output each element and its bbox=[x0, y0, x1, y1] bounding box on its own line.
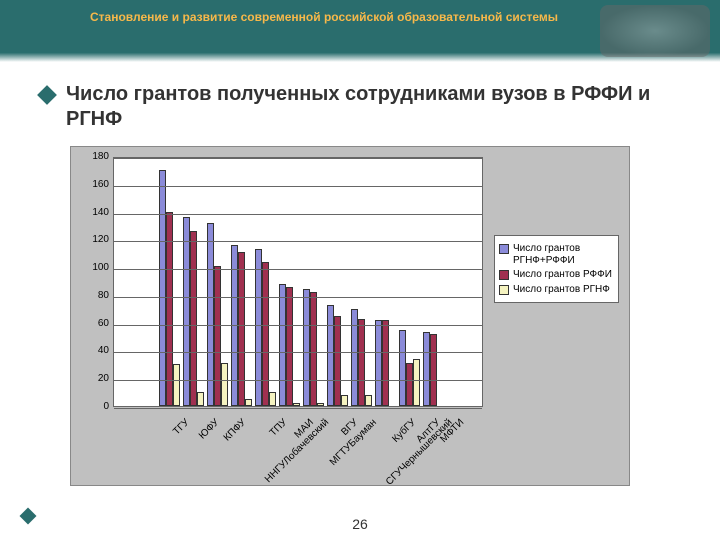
x-category-label: ТГУ bbox=[171, 417, 191, 437]
title-row: Число грантов полученных сотрудниками ву… bbox=[40, 82, 680, 132]
bar bbox=[286, 287, 293, 406]
bar bbox=[238, 252, 245, 406]
legend-label: Число грантов РГНФ bbox=[513, 284, 610, 296]
x-category-label: КубГУ bbox=[390, 417, 418, 445]
gridline bbox=[114, 186, 482, 187]
footer-accent-icon bbox=[20, 508, 37, 525]
gridline bbox=[114, 408, 482, 409]
gridline bbox=[114, 297, 482, 298]
legend-swatch bbox=[499, 285, 509, 295]
bar bbox=[413, 359, 420, 406]
bar-group bbox=[183, 217, 204, 406]
bar bbox=[262, 262, 269, 406]
bar-group bbox=[327, 305, 348, 406]
bar-group bbox=[423, 332, 444, 406]
bar bbox=[173, 364, 180, 406]
bar-group bbox=[303, 289, 324, 406]
bar bbox=[255, 249, 262, 406]
bar bbox=[197, 392, 204, 406]
legend-label: Число грантов РГНФ+РФФИ bbox=[513, 243, 614, 266]
legend-swatch bbox=[499, 270, 509, 280]
bar bbox=[375, 320, 382, 406]
legend-label: Число грантов РФФИ bbox=[513, 269, 612, 281]
bar bbox=[423, 332, 430, 406]
bar bbox=[351, 309, 358, 406]
x-category-label: ТПУ bbox=[268, 417, 290, 439]
bar-group bbox=[255, 249, 276, 406]
bar-group bbox=[351, 309, 372, 406]
x-category-label: ЮФУ bbox=[197, 417, 221, 441]
y-tick-label: 140 bbox=[79, 207, 109, 218]
bar bbox=[406, 363, 413, 406]
bar-group bbox=[375, 320, 396, 406]
plot-area bbox=[113, 157, 483, 407]
bar-group bbox=[399, 330, 420, 406]
y-tick-label: 120 bbox=[79, 234, 109, 245]
gridline bbox=[114, 325, 482, 326]
gridline bbox=[114, 241, 482, 242]
page-number: 26 bbox=[352, 516, 368, 532]
gridline bbox=[114, 214, 482, 215]
bar-group bbox=[279, 284, 300, 406]
legend-item: Число грантов РГНФ+РФФИ bbox=[499, 243, 614, 266]
bar bbox=[279, 284, 286, 406]
bar bbox=[327, 305, 334, 406]
bars-container bbox=[114, 158, 482, 406]
bar bbox=[399, 330, 406, 406]
bar bbox=[245, 399, 252, 406]
header-band: Становление и развитие современной росси… bbox=[0, 0, 720, 62]
bar-group bbox=[207, 223, 228, 406]
legend-item: Число грантов РФФИ bbox=[499, 269, 614, 281]
bar bbox=[382, 320, 389, 406]
y-tick-label: 160 bbox=[79, 179, 109, 190]
x-category-label: КПФУ bbox=[222, 417, 249, 444]
bar bbox=[341, 395, 348, 406]
bar bbox=[293, 403, 300, 406]
bar-group bbox=[159, 170, 180, 406]
x-category-label: СГУЧернышевский bbox=[384, 417, 455, 488]
bar bbox=[358, 319, 365, 407]
legend-item: Число грантов РГНФ bbox=[499, 284, 614, 296]
chart-title: Число грантов полученных сотрудниками ву… bbox=[66, 82, 680, 132]
bar bbox=[310, 292, 317, 406]
bar bbox=[269, 392, 276, 406]
bar bbox=[159, 170, 166, 406]
legend-swatch bbox=[499, 244, 509, 254]
header-decoration bbox=[600, 5, 710, 57]
y-tick-label: 80 bbox=[79, 290, 109, 301]
gridline bbox=[114, 352, 482, 353]
content-area: Число грантов полученных сотрудниками ву… bbox=[0, 62, 720, 486]
bar bbox=[183, 217, 190, 406]
y-tick-label: 40 bbox=[79, 345, 109, 356]
y-tick-label: 0 bbox=[79, 401, 109, 412]
bar bbox=[430, 334, 437, 406]
bar bbox=[317, 403, 324, 406]
y-tick-label: 60 bbox=[79, 318, 109, 329]
legend: Число грантов РГНФ+РФФИ Число грантов РФФ… bbox=[494, 235, 619, 303]
bullet-icon bbox=[37, 85, 57, 105]
y-tick-label: 100 bbox=[79, 262, 109, 273]
y-tick-label: 180 bbox=[79, 151, 109, 162]
y-tick-label: 20 bbox=[79, 373, 109, 384]
gridline bbox=[114, 158, 482, 159]
chart-container: Число грантов РГНФ+РФФИ Число грантов РФФ… bbox=[70, 146, 630, 486]
bar bbox=[303, 289, 310, 406]
header-subtitle: Становление и развитие современной росси… bbox=[90, 10, 558, 24]
bar bbox=[365, 395, 372, 406]
bar bbox=[214, 266, 221, 406]
bar bbox=[334, 316, 341, 406]
bar bbox=[221, 363, 228, 406]
gridline bbox=[114, 269, 482, 270]
gridline bbox=[114, 380, 482, 381]
bar bbox=[207, 223, 214, 406]
